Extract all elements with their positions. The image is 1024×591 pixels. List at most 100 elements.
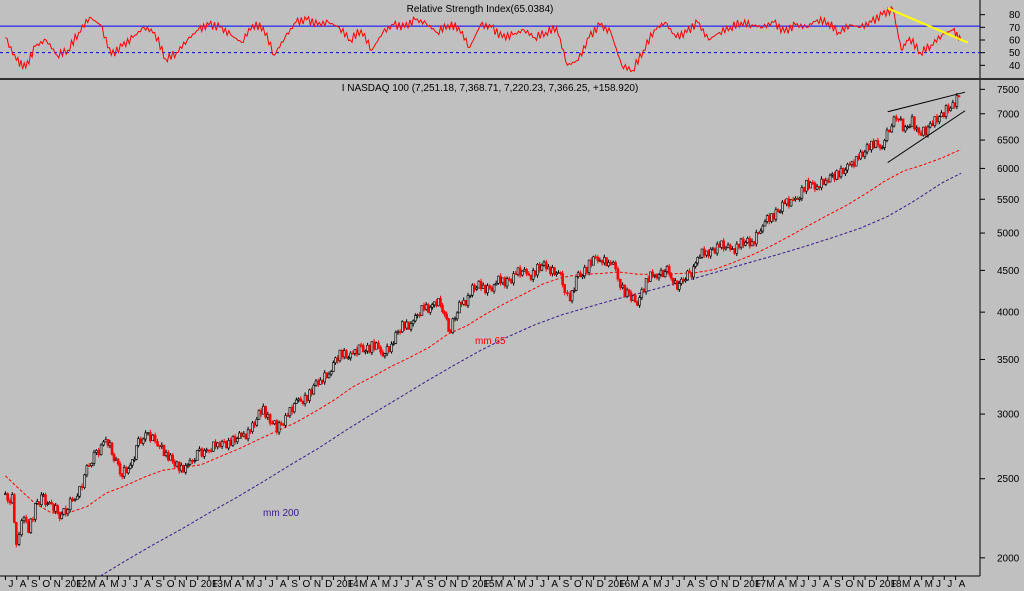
price-candle-body (776, 209, 780, 213)
price-candle-body (222, 441, 226, 443)
rsi-tick-label: 40 (1009, 61, 1021, 72)
date-tick-label: J (540, 579, 545, 590)
price-candle-body (919, 132, 923, 136)
price-candle-body (908, 126, 912, 128)
price-candle-body (273, 420, 276, 425)
date-tick-label: A (551, 579, 558, 590)
price-candle-body (833, 173, 836, 180)
price-candle-body (646, 278, 650, 282)
price-candle-body (815, 186, 819, 190)
price-candle-body (781, 201, 784, 212)
price-candle-body (66, 509, 70, 515)
date-tick-label: F (483, 579, 489, 590)
wedge-trendlines (887, 91, 966, 163)
price-candle-body (457, 301, 461, 314)
price-candle-body (327, 373, 331, 378)
price-candle-body (108, 442, 112, 446)
price-candle-body (214, 441, 217, 448)
date-tick-label: F (891, 579, 897, 590)
main-title: I NASDAQ 100 (7,251.18, 7,368.71, 7,220.… (342, 83, 639, 94)
date-tick-label: D (189, 579, 196, 590)
price-candle-body (754, 232, 758, 245)
date-tick-label: M (223, 579, 231, 590)
price-candle-body (667, 265, 671, 275)
price-candle-body (193, 460, 197, 462)
price-candle-body (516, 267, 520, 275)
price-candle-body (846, 163, 849, 171)
price-candle-body (118, 463, 122, 475)
price-candle-body (529, 274, 533, 280)
price-candle-body (765, 215, 769, 222)
date-tick-label: J (8, 579, 13, 590)
price-candle-body (709, 249, 713, 257)
price-candle-body (863, 151, 867, 157)
price-candle-body (349, 352, 353, 359)
price-candle-body (928, 123, 932, 128)
price-candle-body (809, 182, 812, 189)
date-tick-label: D (461, 579, 468, 590)
date-tick-label: A (823, 579, 830, 590)
price-candle-body (857, 156, 860, 160)
price-candle-body (711, 248, 715, 251)
price-candle-body (310, 389, 313, 395)
price-candle-body (68, 498, 72, 510)
price-candle-body (917, 127, 921, 134)
date-tick-label: S (698, 579, 705, 590)
price-candle-body (90, 462, 93, 466)
price-candle-body (867, 144, 871, 151)
price-candle-body (266, 414, 270, 418)
rsi-tick-label: 50 (1009, 48, 1021, 59)
date-tick-label: 2012 (65, 579, 88, 590)
date-tick-label: 2014 (336, 579, 359, 590)
price-candle-body (4, 493, 7, 496)
price-candle-body (501, 277, 505, 283)
price-candle-body (748, 238, 752, 247)
price-candle-body (669, 273, 673, 279)
date-tick-label: A (99, 579, 106, 590)
price-candle-body (314, 380, 318, 386)
price-tick-label: 4500 (997, 266, 1020, 277)
price-candle-body (813, 182, 817, 190)
price-candle-body (428, 306, 432, 313)
price-candle-body (870, 140, 873, 151)
price-candle-body (338, 349, 342, 362)
price-candle-body (705, 250, 708, 256)
date-tick-label: M (517, 579, 525, 590)
price-candle-body (6, 493, 9, 501)
price-candle-body (876, 140, 880, 146)
price-candle-body (523, 269, 526, 272)
price-candle-body (536, 263, 539, 276)
price-candle-body (158, 445, 161, 448)
price-candle-body (50, 502, 53, 505)
price-candle-body (253, 422, 256, 426)
price-candle-body (600, 259, 604, 264)
price-candle-body (10, 494, 14, 504)
price-candle-body (744, 242, 747, 246)
date-tick-label: M (631, 579, 639, 590)
price-candle-body (574, 276, 578, 291)
price-candle-body (471, 284, 474, 296)
price-candle-body (885, 129, 889, 141)
date-tick-label: M (88, 579, 96, 590)
price-candle-body (15, 521, 18, 545)
price-candle-body (570, 289, 574, 302)
price-candle-body (642, 289, 646, 293)
price-tick-label: 5000 (997, 229, 1020, 240)
price-candle-body (453, 318, 457, 321)
price-candle-body (455, 312, 459, 319)
price-candle-body (807, 180, 810, 189)
price-candle-body (282, 424, 285, 426)
price-candle-body (29, 518, 33, 533)
date-tick-label: M (359, 579, 367, 590)
price-candle-body (553, 267, 556, 275)
price-candle-body (468, 294, 472, 297)
date-tick-label: F (348, 579, 354, 590)
date-tick-label: 2018 (879, 579, 902, 590)
price-candle-body (913, 116, 916, 130)
price-candle-body (95, 450, 98, 453)
date-tick-label: S (31, 579, 38, 590)
price-candle-body (572, 289, 576, 292)
price-candle-body (127, 468, 130, 474)
price-candle-body (486, 285, 489, 294)
price-candle-body (279, 422, 283, 425)
